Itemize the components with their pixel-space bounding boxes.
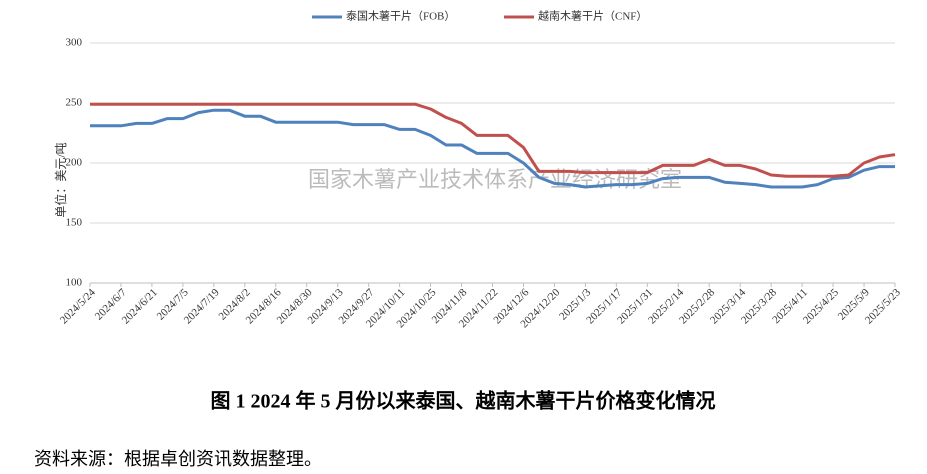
legend-label: 越南木薯干片（CNF） <box>538 9 647 23</box>
series-line <box>90 102 896 178</box>
source: 资料来源：根据卓创资讯数据整理。 <box>34 449 322 469</box>
legend-label: 泰国木薯干片（FOB） <box>346 9 455 23</box>
x-tick-label: 2024/5/24 <box>58 286 98 326</box>
series-line <box>90 108 895 189</box>
y-tick-label: 100 <box>66 277 83 289</box>
y-tick-label: 150 <box>66 217 83 229</box>
watermark: 国家木薯产业技术体系产业经济研究室 <box>308 167 682 192</box>
y-tick-label: 250 <box>66 97 83 109</box>
y-tick-label: 200 <box>66 157 83 169</box>
y-axis-label: 单位：美元/吨 <box>53 142 68 217</box>
caption: 图 1 2024 年 5 月份以来泰国、越南木薯干片价格变化情况 <box>211 389 716 413</box>
y-tick-label: 300 <box>66 37 83 49</box>
